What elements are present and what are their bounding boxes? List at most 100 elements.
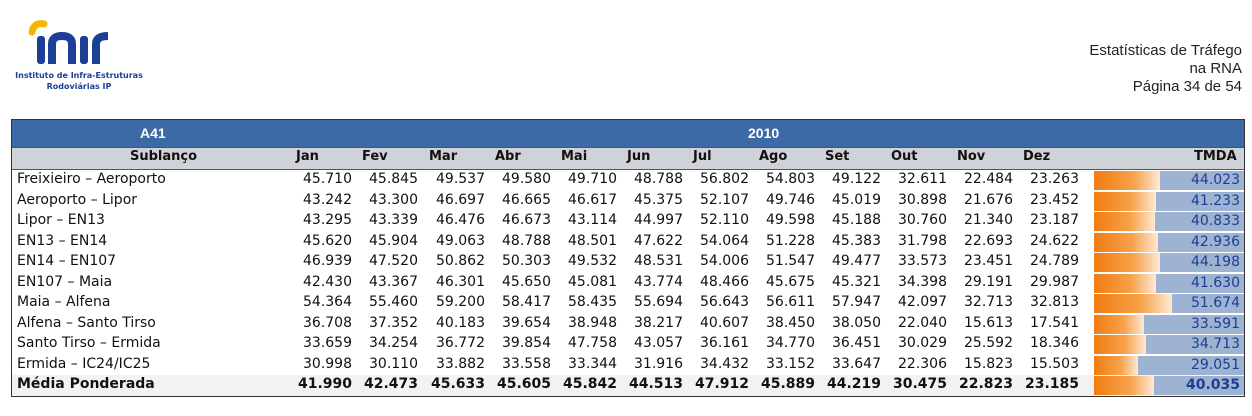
month-value: 32.813 — [1030, 294, 1079, 310]
table-row: Ermida – IC24/IC25 30.998 30.110 33.882 33.5… — [12, 355, 1244, 376]
month-value: 43.339 — [369, 212, 418, 228]
month-value: 48.788 — [502, 232, 551, 249]
month-value: 29.987 — [1030, 273, 1079, 290]
month-value: 45.605 — [496, 376, 551, 392]
traffic-table: A41 2010 Sublanço Jan Fev Mar Abr Mai Jun Jul Ag… — [11, 119, 1245, 397]
month-value: 25.592 — [964, 335, 1013, 351]
column-header-month: Fev — [362, 149, 388, 164]
tmda-value: 34.713 — [1191, 336, 1240, 352]
tmda-value: 33.591 — [1191, 315, 1240, 332]
column-header-month: Jul — [693, 149, 712, 164]
month-value: 46.939 — [303, 253, 352, 269]
tmda-bar — [1094, 335, 1146, 354]
month-value: 34.398 — [898, 273, 947, 290]
month-value: 38.450 — [766, 314, 815, 331]
month-value: 46.665 — [502, 191, 551, 208]
month-value: 47.622 — [634, 232, 683, 249]
year-label: 2010 — [748, 125, 780, 141]
column-header-row: Sublanço Jan Fev Mar Abr Mai Jun Jul Ago Set Out No… — [12, 147, 1244, 170]
month-value: 46.673 — [502, 212, 551, 228]
month-value: 29.191 — [964, 273, 1013, 290]
tmda-cell: 40.833 — [1094, 212, 1244, 231]
tmda-cell: 44.198 — [1094, 253, 1244, 272]
report-header: Estatísticas de Tráfego na RNA Página 34… — [1089, 42, 1242, 96]
month-value: 46.301 — [436, 273, 485, 290]
month-value: 33.152 — [766, 355, 815, 372]
month-value: 55.694 — [634, 294, 683, 310]
month-value: 42.430 — [303, 273, 352, 290]
month-value: 49.477 — [832, 253, 881, 269]
column-header-month: Mar — [429, 149, 458, 164]
month-value: 21.340 — [964, 212, 1013, 228]
month-value: 58.417 — [502, 294, 551, 310]
month-value: 15.823 — [964, 355, 1013, 372]
month-value: 41.990 — [297, 376, 352, 392]
month-value: 40.183 — [436, 314, 485, 331]
month-value: 33.558 — [502, 355, 551, 372]
tmda-bar — [1094, 171, 1160, 190]
sublanco-name: Santo Tirso – Ermida — [17, 335, 161, 351]
logo-line-1: Instituto de Infra-Estruturas — [15, 71, 143, 80]
month-value: 30.475 — [892, 376, 947, 392]
table-row: EN107 – Maia 42.430 43.367 46.301 45.650 45.0… — [12, 273, 1244, 294]
month-value: 48.466 — [700, 273, 749, 290]
month-value: 22.823 — [958, 376, 1013, 392]
month-value: 45.081 — [568, 273, 617, 290]
month-value: 15.613 — [964, 314, 1013, 331]
month-value: 51.547 — [766, 253, 815, 269]
month-value: 49.710 — [568, 171, 617, 187]
month-value: 33.659 — [303, 335, 352, 351]
month-value: 45.904 — [369, 232, 418, 249]
month-value: 36.161 — [700, 335, 749, 351]
logo-line-2: Rodoviárias IP — [46, 82, 112, 91]
column-header-month: Ago — [759, 149, 788, 164]
month-value: 22.306 — [898, 355, 947, 372]
column-header-tmda: TMDA — [1194, 149, 1237, 164]
month-value: 22.484 — [964, 171, 1013, 187]
tmda-value: 44.198 — [1191, 254, 1240, 270]
month-value: 43.295 — [303, 212, 352, 228]
column-header-sublanco: Sublanço — [130, 149, 198, 164]
month-value: 52.107 — [700, 191, 749, 208]
month-value: 42.473 — [363, 376, 418, 392]
column-header-month: Set — [825, 149, 850, 164]
column-header-month: Nov — [957, 149, 986, 164]
tmda-cell: 41.233 — [1094, 191, 1244, 211]
month-value: 43.114 — [568, 212, 617, 228]
tmda-cell: 41.630 — [1094, 273, 1244, 293]
tmda-bar — [1094, 253, 1160, 272]
tmda-value: 51.674 — [1191, 295, 1240, 311]
tmda-cell: 44.023 — [1094, 171, 1244, 190]
month-value: 43.367 — [369, 273, 418, 290]
column-header-month: Dez — [1023, 149, 1051, 164]
month-value: 54.006 — [700, 253, 749, 269]
month-value: 45.675 — [766, 273, 815, 290]
tmda-cell: 33.591 — [1094, 314, 1244, 334]
month-value: 59.200 — [436, 294, 485, 310]
table-row: Alfena – Santo Tirso 36.708 37.352 40.183 39… — [12, 314, 1244, 335]
month-value: 22.693 — [964, 232, 1013, 249]
table-body: Freixieiro – Aeroporto 45.710 45.845 49.537… — [12, 170, 1244, 396]
month-value: 52.110 — [700, 212, 749, 228]
month-value: 42.097 — [898, 294, 947, 310]
tmda-bar — [1094, 191, 1156, 211]
month-value: 55.460 — [369, 294, 418, 310]
sublanco-name: EN13 – EN14 — [17, 232, 108, 249]
month-value: 47.912 — [694, 376, 749, 392]
column-header-month: Jun — [627, 149, 651, 164]
month-value: 15.503 — [1030, 355, 1079, 372]
month-value: 45.842 — [562, 376, 617, 392]
month-value: 54.064 — [700, 232, 749, 249]
month-value: 21.676 — [964, 191, 1013, 208]
month-value: 33.647 — [832, 355, 881, 372]
month-value: 38.948 — [568, 314, 617, 331]
month-value: 45.889 — [760, 376, 815, 392]
tmda-bar — [1094, 212, 1155, 231]
month-value: 18.346 — [1030, 335, 1079, 351]
month-value: 58.435 — [568, 294, 617, 310]
table-row: EN13 – EN14 45.620 45.904 49.063 48.788 48.50… — [12, 232, 1244, 253]
month-value: 45.383 — [832, 232, 881, 249]
month-value: 36.772 — [436, 335, 485, 351]
month-value: 54.803 — [766, 171, 815, 187]
tmda-cell: 42.936 — [1094, 232, 1244, 252]
